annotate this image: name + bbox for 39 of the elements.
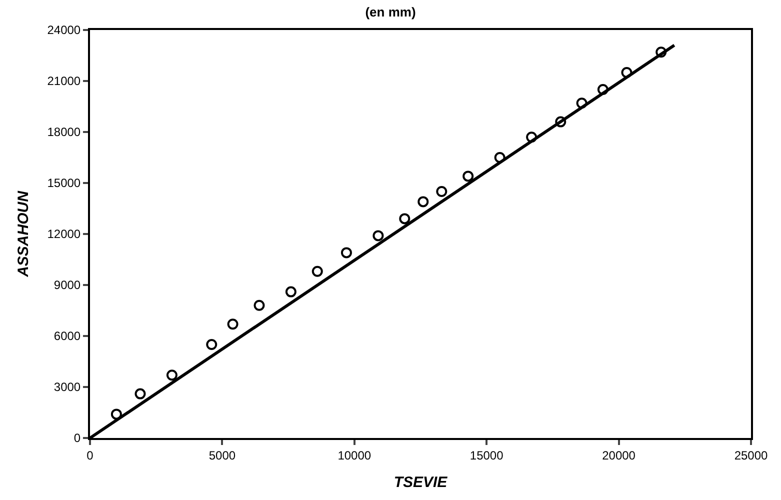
- point: [576, 98, 588, 109]
- point: [254, 300, 265, 311]
- x-tick-label: 20000: [602, 448, 636, 462]
- point: [206, 339, 218, 350]
- x-tick-label: 5000: [208, 448, 236, 462]
- x-tick-label: 0: [86, 448, 94, 462]
- chart-title: (en mm): [365, 4, 416, 20]
- point: [436, 186, 448, 197]
- y-tick-label: 24000: [47, 23, 81, 38]
- point: [227, 318, 238, 330]
- point: [166, 370, 178, 381]
- point: [526, 132, 538, 143]
- y-tick-label: 15000: [47, 176, 81, 190]
- y-tick-label: 0: [74, 431, 81, 446]
- point: [656, 46, 667, 58]
- point: [555, 116, 566, 128]
- y-tick-label: 12000: [47, 227, 81, 242]
- point: [597, 84, 608, 95]
- point: [418, 196, 429, 208]
- x-tick-label: 10000: [338, 448, 372, 462]
- y-tick-label: 21000: [47, 74, 81, 88]
- point: [134, 388, 146, 400]
- x-tick-label: 25000: [734, 448, 768, 462]
- point: [494, 152, 506, 163]
- point: [399, 213, 410, 224]
- y-tick-label: 3000: [54, 380, 81, 394]
- point: [110, 408, 122, 420]
- y-tick-label: 9000: [54, 278, 81, 292]
- y-axis-title: ASSAHOUN: [14, 190, 32, 278]
- point: [372, 230, 384, 242]
- point: [285, 286, 296, 298]
- x-axis-title: TSEVIE: [394, 474, 448, 491]
- point: [312, 266, 323, 277]
- point: [621, 67, 632, 78]
- point: [340, 247, 352, 258]
- x-tick-label: 15000: [470, 448, 504, 462]
- point: [462, 170, 474, 182]
- y-tick-label: 6000: [54, 329, 81, 344]
- y-tick-label: 18000: [47, 125, 81, 140]
